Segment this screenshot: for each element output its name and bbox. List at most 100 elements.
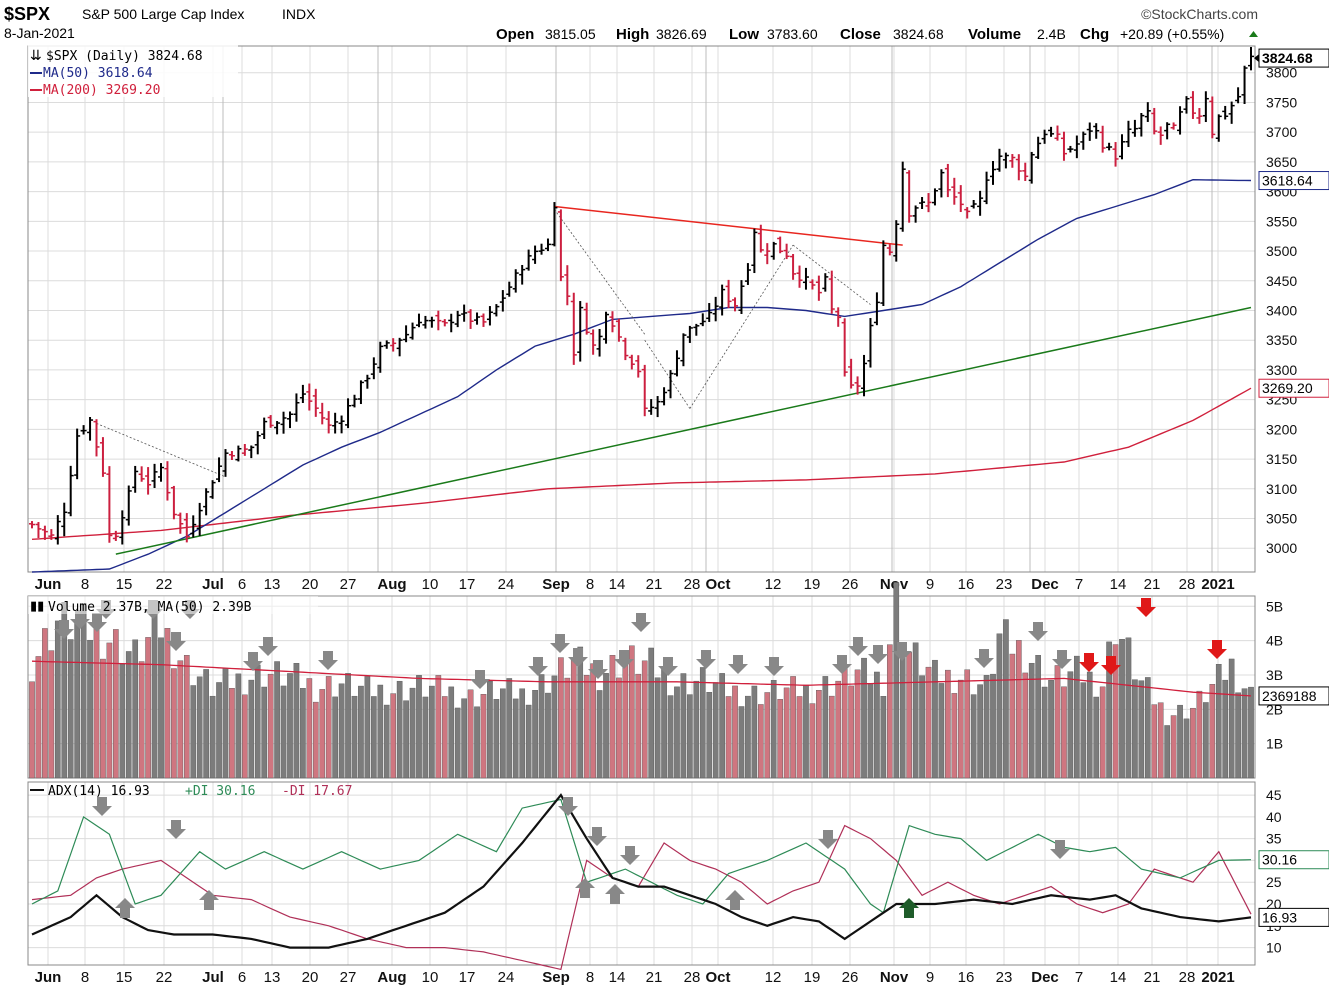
ma50-last-label-box [1258,171,1329,191]
price-x-tick: Dec [1031,576,1059,593]
volume-bar [925,666,932,779]
price-pointer-icon [1254,54,1259,63]
price-bar [506,281,513,297]
volume-arrow-red-icon [1136,598,1156,617]
adx-x-tick: 8 [81,969,89,986]
price-bar [809,279,816,290]
minus-di-line [31,824,1252,971]
adx-x-tick: 28 [684,969,701,986]
price-x-tick: 12 [765,576,782,593]
volume-bar [409,687,416,779]
price-bar [235,445,242,462]
volume-bar [1028,662,1035,779]
price-bar [338,415,345,434]
price-bar [216,457,223,483]
price-bar [370,357,377,380]
price-bar [1170,122,1177,130]
adx-x-tick: Dec [1031,969,1059,986]
volume-bar [145,637,151,779]
legend-mdi: -DI 17.67 [282,784,352,799]
volume-bar [893,582,900,779]
volume-bar [293,663,300,779]
price-bar [364,374,371,389]
adx-arrow-up-icon [575,878,595,898]
volume-bar [467,689,474,779]
price-y-tick: 3700 [1266,124,1297,140]
price-bar [332,412,339,434]
volume-bar [803,684,809,779]
volume-arrow-gray-icon [974,649,994,668]
adx-y-tick: 40 [1266,809,1282,825]
price-bar [325,411,332,434]
price-bar [170,485,177,520]
price-bar [222,449,229,477]
price-bar [422,315,429,329]
adx-last-label-box [1258,907,1329,927]
price-bar [383,340,390,349]
volume-bar [1170,715,1177,779]
volume-bar [332,696,338,779]
volume-bar [319,689,326,779]
volume-bar [383,704,390,779]
volume-bar [403,700,409,779]
price-bar [1099,125,1106,153]
price-bar [628,354,635,370]
low-label: Low [729,26,759,43]
volume-bar [1222,679,1229,779]
price-bar [80,425,87,435]
price-bar [925,193,932,213]
price-bar [706,303,713,322]
price-bar [1067,145,1074,153]
volume-bar [738,706,745,779]
adx-x-tick: 14 [1110,969,1127,986]
plus-di-last-label: 30.16 [1262,852,1297,868]
price-x-tick: 8 [586,576,594,593]
adx-arrow-down-icon [620,846,640,865]
price-y-tick: 3000 [1266,540,1297,556]
price-x-tick: 13 [264,576,281,593]
price-bar [854,376,861,395]
adx-x-tick: Aug [377,969,406,986]
volume-bar [164,628,171,779]
volume-bar [151,611,158,779]
price-bar [764,243,771,265]
adx-arrow-up-icon [115,898,135,918]
volume-bar [854,669,861,779]
volume-bar [312,701,319,779]
adx-x-tick: 16 [958,969,975,986]
volume-arrow-gray-icon [243,652,263,671]
adx-x-tick: Nov [880,969,909,986]
legend-ma50: MA(50) 3618.64 [43,66,153,81]
price-bar [1189,91,1196,119]
volume-bar [661,668,667,779]
volume-bar [364,676,371,779]
adx-last-label: 16.93 [1262,909,1297,925]
swing-dotted-line [96,423,226,478]
price-bar [1209,96,1216,139]
volume-bar [519,688,526,779]
price-bar [99,437,106,477]
volume-bar [287,673,293,779]
price-bar [209,480,216,499]
price-bar [351,394,358,408]
volume-bar [377,684,384,779]
legend-volume: Volume 2.37B, MA(50) 2.39B [48,600,252,615]
price-bar [719,284,726,316]
adx-x-tick: 9 [926,969,934,986]
price-bar [1151,107,1158,135]
price-bar [403,325,410,343]
volume-arrow-red-icon [1207,640,1227,659]
price-bar [938,169,945,198]
price-bar [525,249,532,271]
price-bar [125,485,132,526]
price-bar [957,185,964,213]
price-x-tick: 26 [842,576,859,593]
price-x-tick: Jul [202,576,224,593]
volume-bar [790,676,796,779]
volume-bar [177,660,184,779]
volume-bar [396,680,403,779]
volume-arrow-gray-icon [614,650,634,669]
volume-bar [512,698,519,779]
price-bar [203,488,210,516]
price-x-tick: Sep [542,576,570,593]
